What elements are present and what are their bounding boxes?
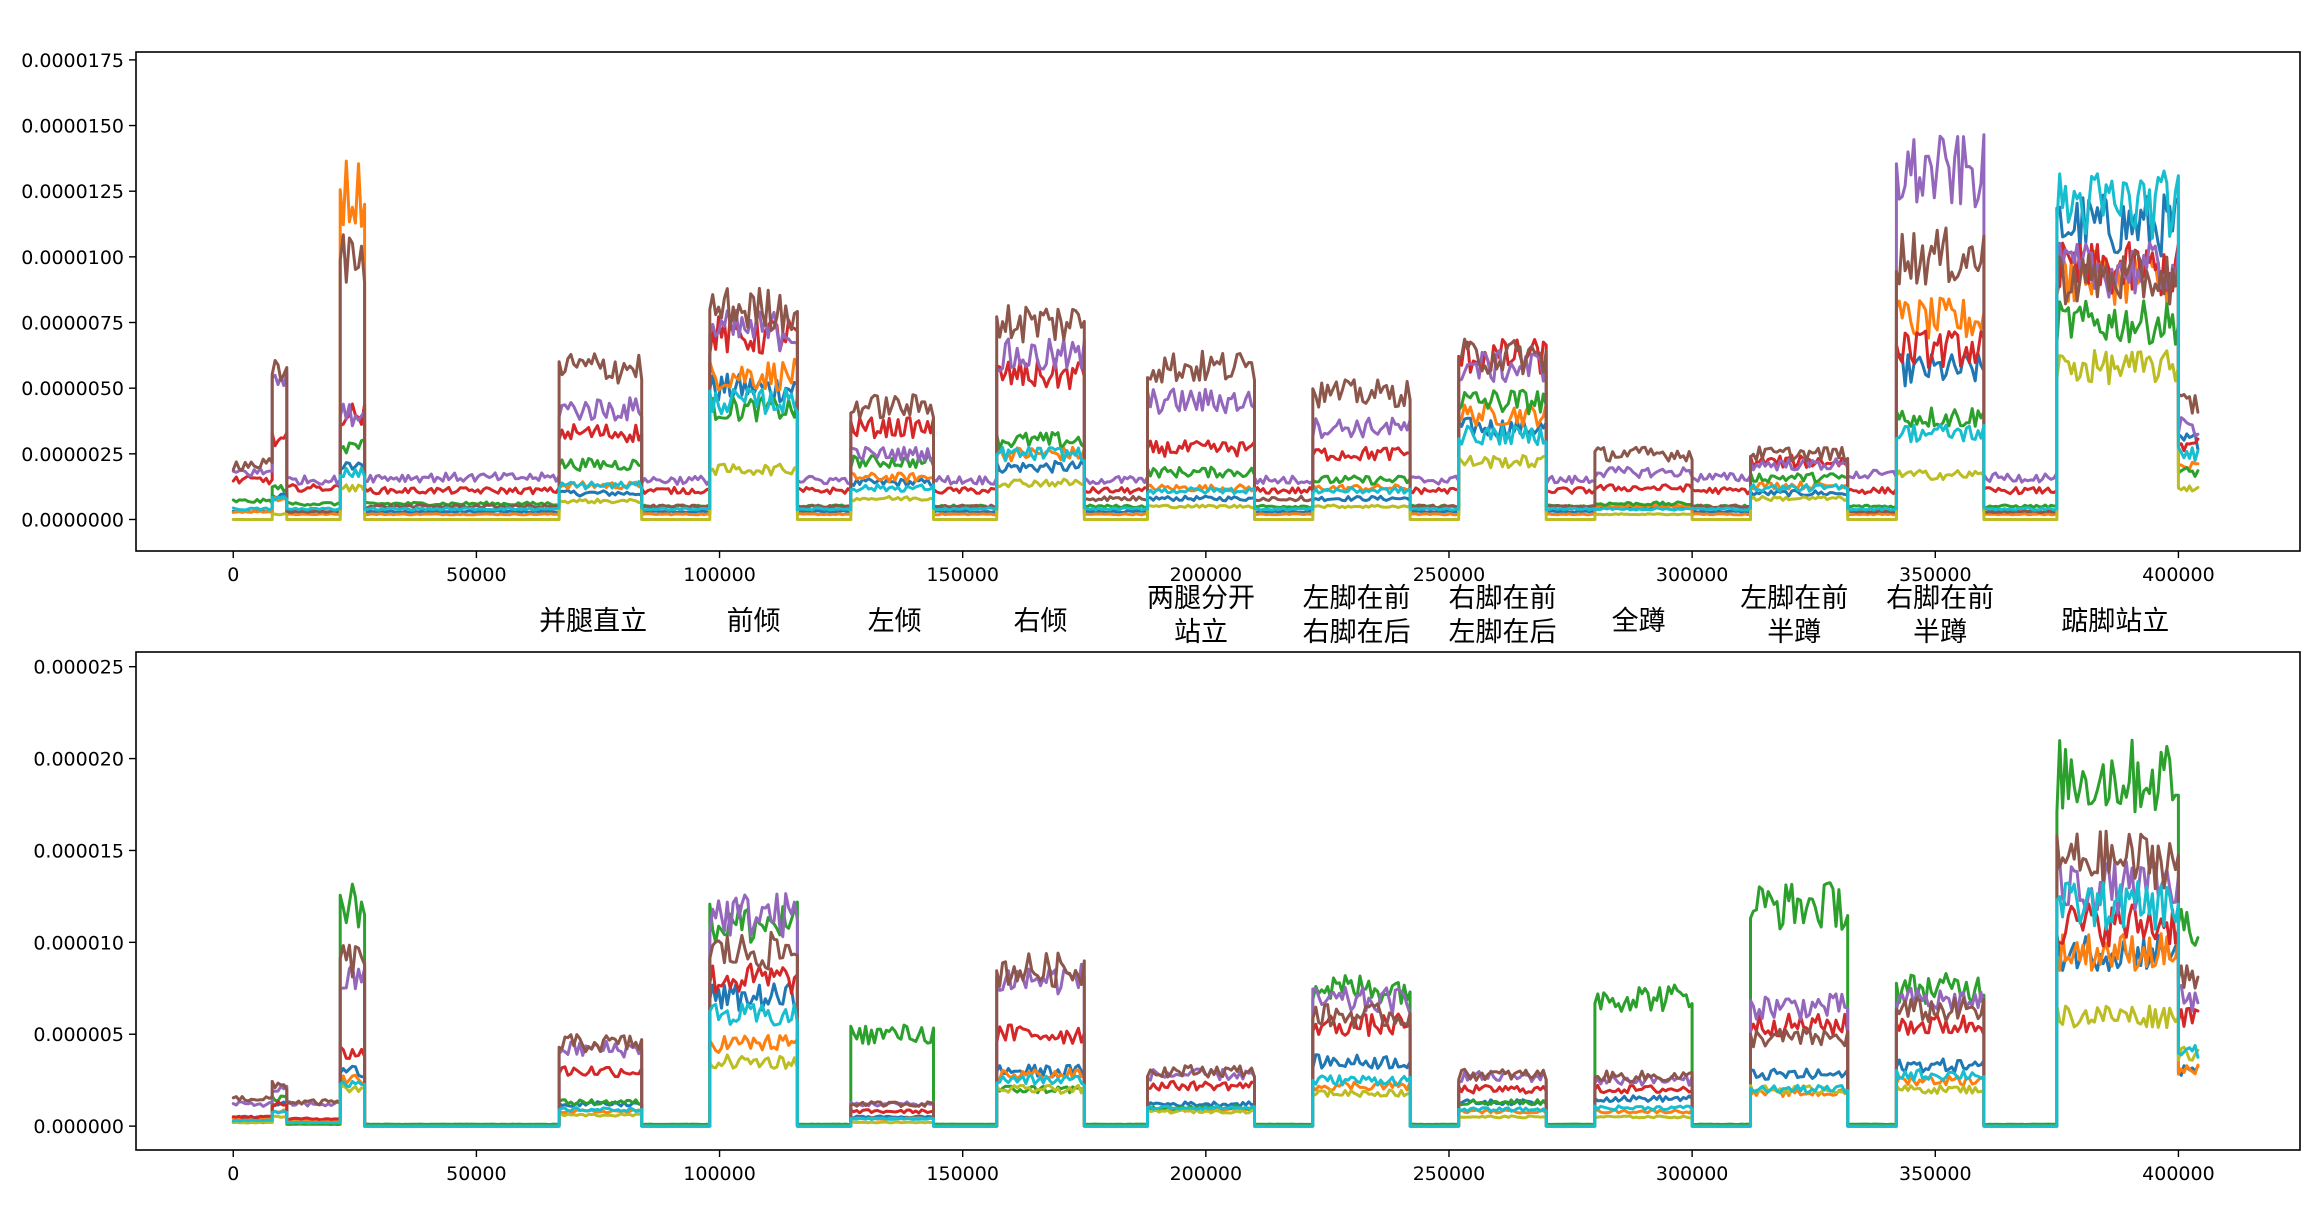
posture-annotation: 并腿直立	[539, 606, 647, 637]
posture-annotation: 两腿分开	[1147, 583, 1255, 614]
x-tick-label: 250000	[1413, 564, 1486, 586]
y-tick-label: 0.0000000	[21, 509, 124, 531]
series-line-orange	[231, 932, 2200, 1128]
y-tick-label: 0.0000175	[21, 50, 124, 72]
x-tick-label: 100000	[683, 1163, 756, 1185]
x-tick-label: 350000	[1899, 564, 1972, 586]
y-tick-label: 0.0000075	[21, 313, 124, 335]
y-tick-label: 0.000020	[33, 749, 124, 771]
posture-annotation: 踮脚站立	[2061, 606, 2169, 637]
x-tick-label: 400000	[2142, 564, 2215, 586]
series-line-cyan	[231, 169, 2200, 512]
y-tick-label: 0.000005	[33, 1024, 124, 1046]
x-tick-label: 200000	[1170, 564, 1243, 586]
posture-annotation: 全蹲	[1612, 606, 1666, 637]
x-tick-label: 300000	[1656, 1163, 1729, 1185]
y-tick-label: 0.000015	[33, 840, 124, 862]
x-tick-label: 50000	[446, 1163, 506, 1185]
posture-annotation: 左倾	[868, 606, 922, 637]
x-tick-label: 0	[227, 1163, 239, 1185]
series-line-brown	[231, 829, 2200, 1128]
plot-frame	[135, 51, 2301, 552]
y-tick-label: 0.000000	[33, 1116, 124, 1138]
posture-annotation: 右脚在前	[1886, 583, 1994, 614]
posture-annotation: 左脚在前	[1303, 583, 1411, 614]
x-tick-label: 50000	[446, 564, 506, 586]
series-line-blue	[231, 932, 2200, 1128]
y-tick-label: 0.0000050	[21, 378, 124, 400]
x-tick-label: 400000	[2142, 1163, 2215, 1185]
y-tick-label: 0.0000025	[21, 444, 124, 466]
posture-annotation: 半蹲	[1767, 617, 1821, 648]
y-tick-label: 0.0000100	[21, 247, 124, 269]
x-tick-label: 150000	[926, 564, 999, 586]
bottom-line-chart: 0 50000 100000 150000 200000 250000 300000 3500…	[33, 651, 2301, 1185]
x-tick-label: 150000	[926, 1163, 999, 1185]
posture-annotation: 右脚在后	[1303, 617, 1411, 648]
posture-annotation: 半蹲	[1913, 617, 1967, 648]
top-line-chart: 0 50000 100000 150000 200000 250000 300000 3500…	[21, 50, 2301, 586]
posture-annotation: 站立	[1174, 617, 1228, 648]
y-tick-label: 0.000025	[33, 657, 124, 679]
posture-annotation: 右脚在前	[1448, 583, 1556, 614]
series-line-cyan	[231, 880, 2200, 1128]
y-tick-label: 0.0000150	[21, 116, 124, 138]
posture-annotation: 左脚在后	[1448, 617, 1556, 648]
series-line-brown	[231, 226, 2200, 514]
posture-annotation: 前倾	[727, 606, 781, 637]
plot-frame	[135, 651, 2301, 1151]
x-tick-label: 200000	[1170, 1163, 1243, 1185]
x-tick-label: 250000	[1413, 1163, 1486, 1185]
x-tick-label: 0	[227, 564, 239, 586]
posture-annotation: 左脚在前	[1740, 583, 1848, 614]
x-tick-label: 100000	[683, 564, 756, 586]
y-tick-label: 0.0000125	[21, 181, 124, 203]
series-line-red	[231, 902, 2200, 1128]
x-tick-label: 350000	[1899, 1163, 1972, 1185]
posture-annotation: 右倾	[1014, 606, 1068, 637]
y-tick-label: 0.000010	[33, 932, 124, 954]
x-tick-label: 300000	[1656, 564, 1729, 586]
